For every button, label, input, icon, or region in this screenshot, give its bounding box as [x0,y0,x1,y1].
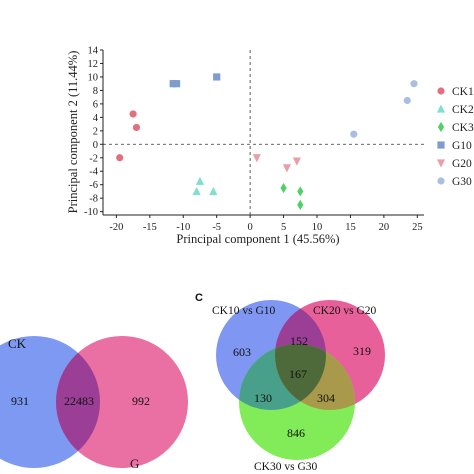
x-tick-label: -20 [109,222,123,233]
venn3-ac-count: 130 [254,391,272,405]
x-tick-label: 25 [412,222,423,233]
venn3-label-b: CK20 vs G20 [313,305,377,317]
panel-c-label: C [195,292,203,304]
venn-g-label: G [130,456,139,471]
legend-marker-ck1 [437,87,445,95]
legend-marker-g30 [437,177,445,185]
data-point-g30 [403,96,411,105]
data-point-ck1 [129,110,137,118]
pca-points [116,73,418,210]
pca-legend: CK1 CK2 CK3 G10 G20 G30 [436,86,474,188]
legend-label-ck2: CK2 [452,104,474,116]
legend-marker-g20 [436,159,446,168]
venn-ck-label: CK [8,336,27,351]
legend-marker-ck2 [436,104,446,113]
y-tick-label: 10 [88,72,99,83]
x-tick-label: -5 [212,222,221,233]
y-tick-label: -6 [89,180,98,191]
data-point-ck3 [297,199,304,210]
data-point-g30 [350,130,358,138]
pca-axes [102,50,424,216]
venn-overlap-count: 22483 [64,394,94,408]
venn-ck-unique: 931 [11,394,29,408]
y-axis-label: Principal component 2 (11.44%) [66,51,80,214]
y-tick-label: -4 [89,167,98,178]
y-tick-label: 8 [93,86,98,97]
venn3-overlap-ac [239,344,326,410]
x-tick-label: 20 [379,222,390,233]
venn3-bc-count: 304 [317,391,335,405]
legend-marker-ck3 [437,121,445,133]
data-point-g20 [282,164,292,173]
data-point-g10 [213,73,221,81]
venn3-label-c: CK30 vs G30 [254,461,318,473]
data-point-ck2 [192,186,201,196]
y-tick-label: 14 [88,46,99,57]
legend-label-g10: G10 [452,140,472,152]
y-tick-label: 2 [93,126,98,137]
legend-label-g30: G30 [452,176,472,188]
legend-marker-g10 [437,141,445,149]
venn-two-set: CK G 931 22483 992 [0,336,188,471]
venn3-b-unique: 319 [353,344,371,358]
data-point-ck3 [280,182,287,194]
x-tick-label: 15 [345,222,356,233]
data-point-g10 [172,80,181,88]
legend-label-g20: G20 [452,158,472,170]
x-ticks: -20 -15 -10 -5 0 5 10 15 20 25 [109,215,423,233]
venn-g-unique: 992 [132,394,150,408]
venn3-label-a: CK10 vs G10 [212,305,276,317]
venn-three-set: C CK10 vs G10 CK20 vs G20 CK30 vs G30 60… [195,292,385,473]
y-tick-label: 4 [93,113,99,124]
data-point-g20 [252,154,261,163]
x-tick-label: 5 [281,222,286,233]
x-tick-label: -15 [143,222,157,233]
y-tick-label: -2 [89,153,98,164]
data-point-g20 [292,157,302,166]
venn3-ab-count: 152 [290,334,308,348]
y-tick-label: 6 [93,99,98,110]
pca-chart: -20 -15 -10 -5 0 5 10 15 20 25 14121086420-2-4-6-… [66,46,474,247]
venn3-abc-count: 167 [289,367,307,381]
y-tick-label: -10 [84,207,98,218]
legend-label-ck1: CK1 [452,86,474,98]
y-ticks: 14 12 10 8 6 4 2 0 -2 -4 -6 -8 -10 [84,46,103,218]
data-point-ck3 [297,186,304,197]
y-tick-label: 0 [93,140,98,151]
x-axis-label: Principal component 1 (45.56%) [176,232,339,246]
venn3-c-unique: 846 [287,426,305,440]
venn-ck-g-overlap [56,336,100,468]
data-point-ck2 [195,176,205,185]
x-tick-label: 0 [248,222,253,233]
x-tick-label: -10 [176,222,190,233]
data-point-g30 [410,80,418,88]
data-point-ck2 [209,186,218,196]
data-point-ck1 [132,123,141,132]
y-tick-label: 12 [88,59,99,70]
venn3-a-unique: 603 [233,345,251,359]
y-tick-label: -8 [89,194,98,205]
x-tick-label: 10 [312,222,323,233]
legend-label-ck3: CK3 [452,122,474,134]
data-point-ck1 [116,154,124,162]
